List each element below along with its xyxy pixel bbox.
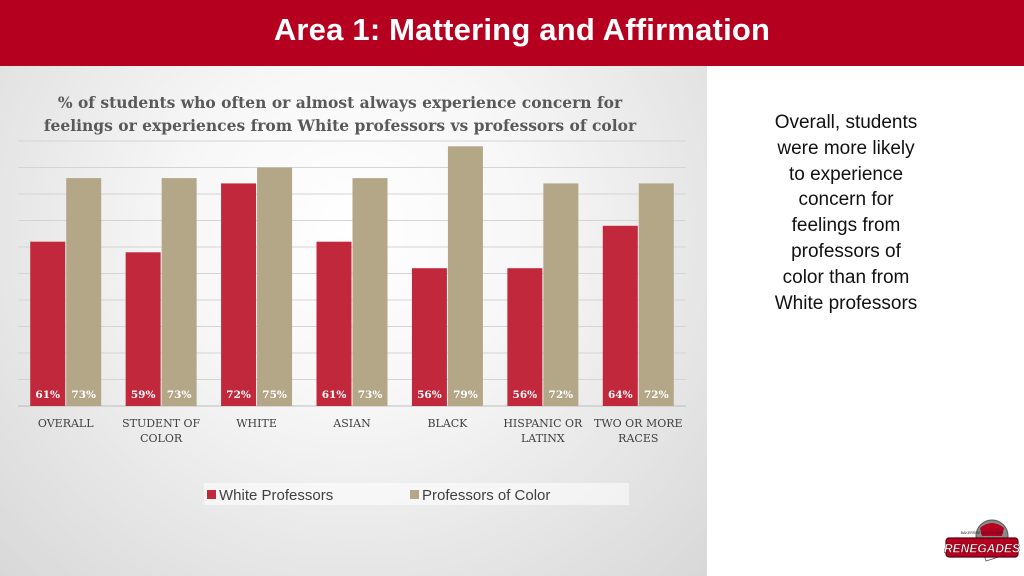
data-label: 72% bbox=[226, 389, 251, 401]
chart-title: % of students who often or almost always… bbox=[43, 93, 637, 135]
data-label: 72% bbox=[644, 389, 669, 401]
bar-professors-of-color bbox=[447, 146, 483, 407]
bar-white-professors bbox=[125, 252, 161, 406]
category-label: OVERALL bbox=[38, 417, 94, 430]
category-label: BLACK bbox=[427, 417, 468, 430]
data-label: 79% bbox=[453, 389, 478, 401]
bar-professors-of-color bbox=[352, 178, 388, 406]
category-label: RACES bbox=[618, 432, 658, 445]
bar-white-professors bbox=[221, 183, 257, 406]
header-bar: Area 1: Mattering and Affirmation bbox=[0, 0, 1024, 66]
logo-subtext: BAKERSFIELD COLLEGE bbox=[961, 531, 1004, 535]
category-label: ASIAN bbox=[332, 417, 371, 430]
bar-white-professors bbox=[30, 241, 66, 406]
data-label: 73% bbox=[167, 389, 192, 401]
bar-white-professors bbox=[507, 268, 543, 406]
data-label: 56% bbox=[513, 389, 538, 401]
data-label: 59% bbox=[131, 389, 156, 401]
data-label: 61% bbox=[35, 389, 60, 401]
category-label: WHITE bbox=[236, 417, 277, 430]
legend-label: Professors of Color bbox=[422, 487, 550, 504]
logo-text: RENEGADES bbox=[944, 542, 1020, 556]
legend-swatch bbox=[207, 490, 216, 499]
category-label: STUDENT OF bbox=[122, 417, 200, 430]
data-label: 61% bbox=[322, 389, 347, 401]
data-label: 73% bbox=[71, 389, 96, 401]
bar-white-professors bbox=[411, 268, 447, 406]
data-label: 56% bbox=[417, 389, 442, 401]
bar-professors-of-color bbox=[161, 178, 197, 406]
bar-professors-of-color bbox=[66, 178, 102, 406]
data-label: 72% bbox=[549, 389, 574, 401]
page-title: Area 1: Mattering and Affirmation bbox=[273, 12, 771, 47]
legend-swatch bbox=[410, 490, 419, 499]
bar-professors-of-color bbox=[543, 183, 579, 406]
category-label: TWO OR MORE bbox=[594, 417, 683, 430]
bar-white-professors bbox=[316, 241, 352, 406]
renegades-logo: RENEGADES BAKERSFIELD COLLEGE bbox=[944, 519, 1020, 562]
category-label: LATINX bbox=[521, 432, 565, 445]
data-label: 73% bbox=[358, 389, 383, 401]
bar-chart: 61% 73% OVERALL 59% 73% STUDENT OF COLOR 72% 75%… bbox=[18, 140, 686, 505]
bar-professors-of-color bbox=[638, 183, 674, 406]
data-label: 64% bbox=[608, 389, 633, 401]
summary-text: Overall, students were more likely to ex… bbox=[774, 112, 918, 314]
legend-label: White Professors bbox=[219, 487, 333, 504]
chart-panel: 61% 73% OVERALL 59% 73% STUDENT OF COLOR 72% 75%… bbox=[0, 66, 707, 576]
bar-white-professors bbox=[602, 225, 638, 406]
category-label: COLOR bbox=[140, 432, 183, 445]
bar-professors-of-color bbox=[257, 167, 293, 406]
data-label: 75% bbox=[262, 389, 287, 401]
category-label: HISPANIC OR bbox=[503, 417, 583, 430]
